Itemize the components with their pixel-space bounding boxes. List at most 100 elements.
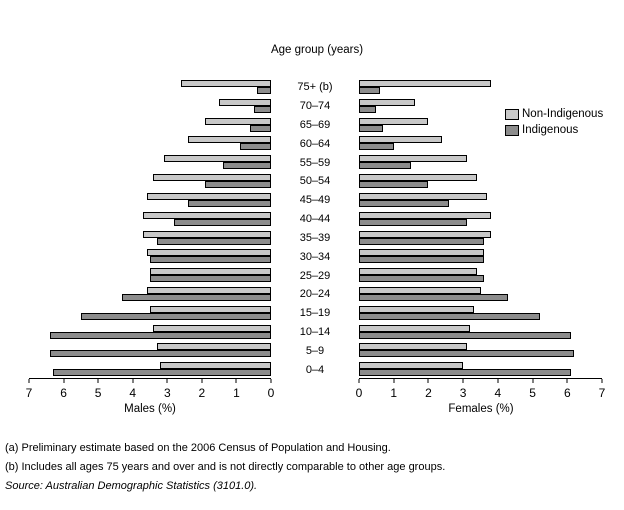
- age-group-label: 65–69: [299, 119, 331, 132]
- axis-tick-label: 4: [129, 386, 137, 400]
- female-indigenous-bar: [359, 293, 509, 301]
- male-non-indigenous-bar: [150, 305, 271, 313]
- chart-title: Age group (years): [270, 44, 364, 56]
- male-non-indigenous-bar: [146, 286, 271, 294]
- legend-label-indigenous: Indigenous: [522, 124, 579, 136]
- female-indigenous-bar: [359, 105, 377, 113]
- age-group-label: 40–44: [299, 213, 331, 226]
- female-bar-row: [359, 340, 602, 359]
- legend: Non-Indigenous Indigenous: [505, 106, 603, 138]
- female-indigenous-bar: [359, 162, 412, 170]
- male-bar-row: [29, 190, 271, 209]
- male-non-indigenous-bar: [143, 230, 271, 238]
- male-non-indigenous-bar: [163, 155, 271, 163]
- male-non-indigenous-bar: [160, 362, 271, 370]
- legend-item-non-indigenous: Non-Indigenous: [505, 106, 603, 122]
- female-non-indigenous-bar: [359, 343, 467, 351]
- axis-tick-label: 0: [355, 386, 363, 400]
- axis-tick: [601, 379, 603, 383]
- male-indigenous-bar: [53, 369, 271, 377]
- male-bar-row: [29, 284, 271, 303]
- footnote-b: (b) Includes all ages 75 years and over …: [5, 461, 446, 473]
- female-bar-row: [359, 133, 602, 152]
- non-indigenous-swatch-icon: [505, 108, 519, 120]
- footnote-a: (a) Preliminary estimate based on the 20…: [5, 442, 391, 454]
- male-non-indigenous-bar: [143, 211, 271, 219]
- female-bar-row: [359, 284, 602, 303]
- axis-tick: [358, 379, 360, 383]
- axis-tick-label: 2: [425, 386, 432, 400]
- footnotes: (a) Preliminary estimate based on the 20…: [5, 439, 445, 496]
- axis-tick-label: 0: [267, 386, 275, 400]
- male-non-indigenous-bar: [153, 324, 271, 332]
- age-group-label: 55–59: [299, 156, 331, 169]
- male-indigenous-bar: [239, 143, 271, 151]
- axis-tick: [166, 379, 168, 383]
- female-indigenous-bar: [359, 331, 571, 339]
- male-bar-row: [29, 340, 271, 359]
- female-non-indigenous-bar: [359, 268, 478, 276]
- axis-tick: [566, 379, 568, 383]
- female-bar-row: [359, 115, 602, 134]
- male-non-indigenous-bar: [156, 343, 271, 351]
- axis-tick-label: 6: [60, 386, 67, 400]
- female-bar-row: [359, 359, 602, 378]
- female-non-indigenous-bar: [359, 98, 415, 106]
- female-non-indigenous-bar: [359, 211, 491, 219]
- female-non-indigenous-bar: [359, 286, 481, 294]
- female-axis: 0 1 2 3 4 5 6 7: [355, 378, 605, 419]
- male-bar-row: [29, 152, 271, 171]
- axis-tick: [532, 379, 534, 383]
- age-group-label: 30–34: [299, 250, 331, 263]
- male-indigenous-bar: [174, 218, 271, 226]
- female-bar-row: [359, 77, 602, 96]
- age-group-label: 45–49: [299, 194, 331, 207]
- female-non-indigenous-bar: [359, 192, 488, 200]
- female-non-indigenous-bar: [359, 305, 474, 313]
- male-bar-row: [29, 228, 271, 247]
- female-bar-row: [359, 322, 602, 341]
- axis-tick: [393, 379, 395, 383]
- axis-tick-label: 3: [459, 386, 467, 400]
- axis-tick: [28, 379, 30, 383]
- female-non-indigenous-bar: [359, 249, 484, 257]
- male-non-indigenous-bar: [219, 98, 271, 106]
- age-group-label: 15–19: [299, 307, 331, 320]
- female-indigenous-bar: [359, 256, 484, 264]
- male-non-indigenous-bar: [150, 268, 271, 276]
- male-indigenous-bar: [49, 350, 271, 358]
- age-group-label: 50–54: [299, 175, 331, 188]
- axis-tick: [97, 379, 99, 383]
- male-indigenous-bar: [253, 105, 271, 113]
- male-bar-row: [29, 133, 271, 152]
- male-bar-row: [29, 322, 271, 341]
- footnote-source: Source: Australian Demographic Statistic…: [5, 480, 258, 492]
- age-group-label: 5–9: [305, 344, 325, 357]
- axis-tick-label: 6: [563, 386, 571, 400]
- axis-tick: [235, 379, 237, 383]
- female-indigenous-bar: [359, 237, 484, 245]
- axis-tick: [497, 379, 499, 383]
- female-axis-title: Females (%): [448, 403, 514, 415]
- legend-label-non-indigenous: Non-Indigenous: [522, 108, 604, 120]
- male-bar-row: [29, 115, 271, 134]
- age-group-label: 25–29: [299, 269, 331, 282]
- axis-tick-label: 7: [25, 386, 33, 400]
- female-non-indigenous-bar: [359, 230, 491, 238]
- axis-tick: [462, 379, 464, 383]
- age-group-label: 20–24: [299, 288, 331, 301]
- male-bar-row: [29, 209, 271, 228]
- age-labels: 75+ (b) 70–74 65–69 60–64 55–59 50–54 45–49 40–…: [271, 77, 359, 378]
- male-indigenous-bar: [250, 124, 271, 132]
- age-group-label: 60–64: [299, 137, 331, 150]
- female-indigenous-bar: [359, 124, 384, 132]
- female-bar-row: [359, 96, 602, 115]
- indigenous-swatch-icon: [505, 124, 519, 136]
- male-non-indigenous-bar: [153, 174, 271, 182]
- axis-tick-label: 5: [94, 386, 102, 400]
- female-indigenous-bar: [359, 87, 380, 94]
- axis-tick-label: 5: [529, 386, 536, 400]
- female-indigenous-bar: [359, 369, 571, 377]
- female-non-indigenous-bar: [359, 324, 471, 332]
- axis-tick: [63, 379, 65, 383]
